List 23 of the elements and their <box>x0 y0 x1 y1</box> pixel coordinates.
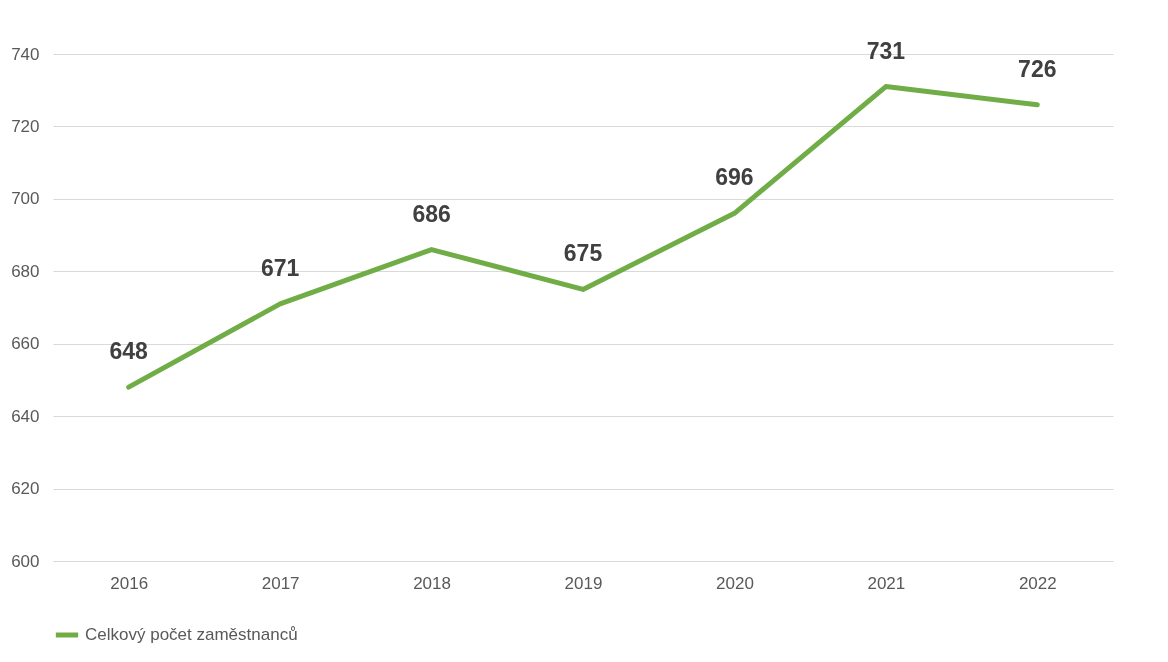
data-label: 648 <box>109 338 149 365</box>
y-tick-label: 660 <box>11 334 40 354</box>
y-tick-label: 700 <box>11 189 40 209</box>
data-label: 686 <box>412 200 451 227</box>
y-tick-label: 600 <box>11 551 40 571</box>
y-tick-label: 740 <box>11 44 40 64</box>
y-tick-label: 720 <box>11 116 40 136</box>
x-tick-label: 2019 <box>564 573 603 593</box>
x-tick-label: 2021 <box>867 573 906 593</box>
x-tick-label: 2022 <box>1018 573 1057 593</box>
y-tick-label: 620 <box>11 479 40 499</box>
x-tick-label: 2016 <box>110 573 149 593</box>
data-label: 696 <box>715 164 754 191</box>
x-tick-label: 2017 <box>261 573 300 593</box>
y-tick-label: 680 <box>11 261 40 281</box>
x-tick-label: 2020 <box>716 573 754 593</box>
data-label: 731 <box>866 37 906 64</box>
x-tick-label: 2018 <box>413 573 451 593</box>
legend-label: Celkový počet zaměstnanců <box>85 625 298 644</box>
y-tick-label: 640 <box>11 406 40 426</box>
data-label: 675 <box>563 240 603 267</box>
data-label: 726 <box>1018 55 1057 82</box>
data-label: 671 <box>260 254 300 281</box>
